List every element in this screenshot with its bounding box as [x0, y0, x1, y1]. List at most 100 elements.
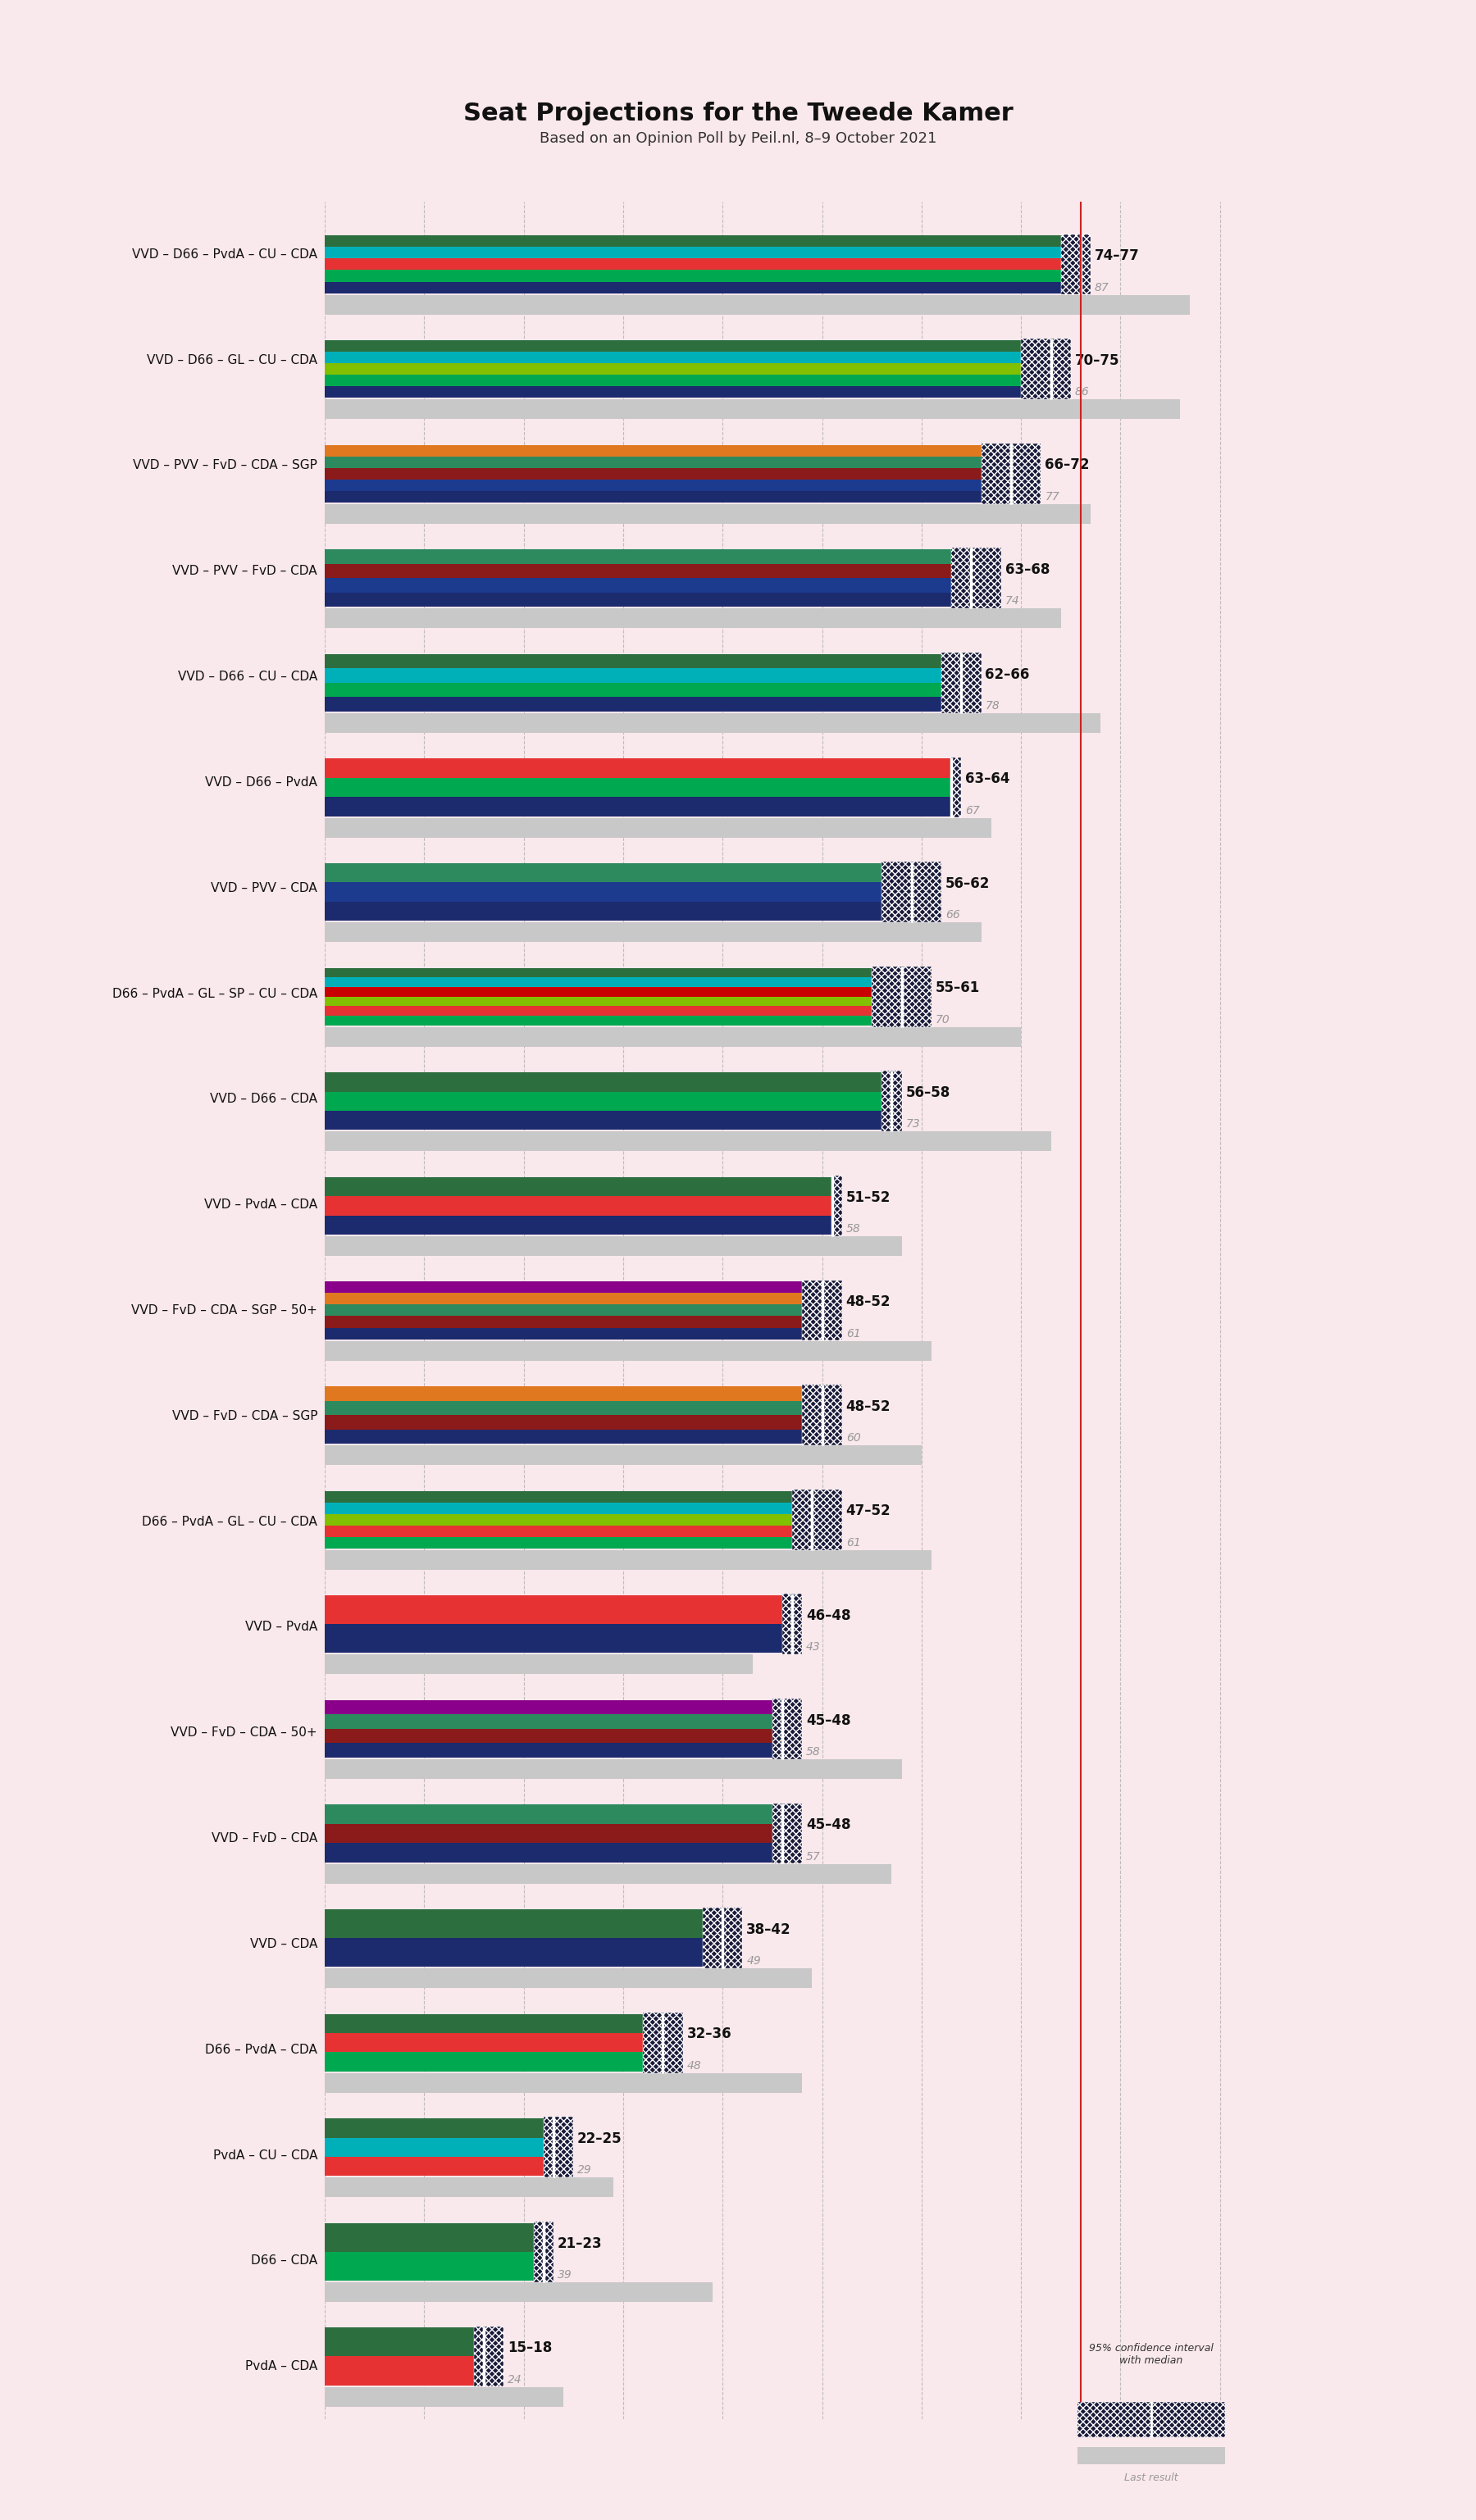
Bar — [325, 1283, 801, 1293]
Bar — [325, 234, 1061, 247]
Bar — [801, 1386, 841, 1444]
Bar — [325, 1016, 872, 1026]
Text: 21–23: 21–23 — [558, 2235, 602, 2250]
Text: D66 – PvdA – GL – SP – CU – CDA: D66 – PvdA – GL – SP – CU – CDA — [112, 988, 317, 1000]
Text: D66 – PvdA – GL – CU – CDA: D66 – PvdA – GL – CU – CDA — [142, 1515, 317, 1527]
Bar — [325, 1759, 902, 1779]
Bar — [1061, 234, 1091, 295]
Text: PvdA – CU – CDA: PvdA – CU – CDA — [213, 2150, 317, 2162]
Text: 38–42: 38–42 — [747, 1923, 791, 1938]
Bar — [325, 1595, 782, 1625]
Bar — [325, 270, 1061, 282]
Bar — [325, 2034, 644, 2051]
Text: VVD – CDA: VVD – CDA — [249, 1938, 317, 1950]
Text: 61: 61 — [846, 1537, 861, 1547]
Bar — [325, 968, 872, 978]
Bar — [325, 1492, 793, 1502]
Bar — [325, 295, 1190, 315]
Bar — [325, 713, 1101, 733]
Bar — [325, 353, 1021, 363]
Text: 66–72: 66–72 — [1045, 459, 1089, 474]
Bar — [872, 965, 931, 1026]
Text: 70: 70 — [936, 1013, 951, 1026]
Bar — [325, 1131, 1051, 1152]
Bar — [772, 1698, 801, 1759]
Bar — [325, 375, 1021, 386]
Text: VVD – D66 – CU – CDA: VVD – D66 – CU – CDA — [177, 670, 317, 683]
Bar — [325, 988, 872, 995]
Text: 62–66: 62–66 — [984, 668, 1030, 683]
Bar — [801, 1280, 841, 1341]
Bar — [325, 796, 952, 816]
Text: 15–18: 15–18 — [508, 2341, 552, 2356]
Text: VVD – PvdA: VVD – PvdA — [245, 1620, 317, 1633]
Bar — [325, 564, 952, 577]
Bar — [325, 1315, 801, 1328]
Bar — [325, 1824, 772, 1842]
Text: 77: 77 — [1045, 491, 1060, 501]
Bar — [782, 1595, 801, 1656]
Bar — [325, 902, 881, 920]
Bar — [325, 2051, 644, 2071]
Bar — [325, 2283, 713, 2301]
Bar — [772, 1698, 801, 1759]
Bar — [325, 1005, 872, 1016]
Text: 73: 73 — [906, 1119, 920, 1129]
Bar — [325, 1744, 772, 1756]
Text: 43: 43 — [806, 1641, 821, 1653]
Bar — [325, 340, 1021, 353]
Bar — [325, 2074, 801, 2092]
Bar — [952, 756, 961, 816]
Bar — [325, 1177, 832, 1197]
Bar — [325, 1446, 921, 1464]
Text: 24: 24 — [508, 2374, 523, 2386]
Bar — [534, 2223, 554, 2283]
Text: 39: 39 — [558, 2268, 573, 2281]
Bar — [952, 547, 1001, 607]
Bar — [325, 1091, 881, 1111]
Bar — [325, 479, 982, 491]
Text: 22–25: 22–25 — [577, 2132, 623, 2147]
Bar — [325, 1293, 801, 1305]
Bar — [325, 592, 952, 607]
Bar — [325, 504, 1091, 524]
Bar — [325, 363, 1021, 375]
Bar — [325, 247, 1061, 260]
Bar — [881, 1071, 902, 1131]
Text: 95% confidence interval
with median: 95% confidence interval with median — [1089, 2344, 1213, 2366]
Bar — [325, 655, 942, 668]
Text: 74–77: 74–77 — [1095, 249, 1139, 265]
Bar — [543, 2117, 573, 2177]
Bar — [325, 1328, 801, 1338]
Text: 47–52: 47–52 — [846, 1504, 890, 1520]
Bar — [942, 653, 982, 713]
Bar — [325, 864, 881, 882]
Bar — [325, 1656, 753, 1673]
Bar — [325, 577, 952, 592]
Bar — [325, 446, 982, 456]
Bar — [325, 260, 1061, 270]
Bar — [644, 2013, 683, 2074]
Bar — [325, 1074, 881, 1091]
Bar — [325, 1865, 892, 1882]
Text: VVD – D66 – CDA: VVD – D66 – CDA — [210, 1094, 317, 1106]
Bar — [325, 491, 982, 501]
Bar — [325, 2137, 543, 2157]
Bar — [325, 1938, 703, 1966]
Bar — [325, 683, 942, 698]
Bar — [952, 756, 961, 816]
Bar — [793, 1489, 841, 1550]
Text: 51–52: 51–52 — [846, 1189, 890, 1205]
Bar — [325, 1701, 772, 1714]
Text: 74: 74 — [1005, 595, 1020, 607]
Bar — [832, 1177, 841, 1235]
Bar — [325, 2177, 613, 2197]
Text: 32–36: 32–36 — [686, 2026, 732, 2041]
Bar — [801, 1280, 841, 1341]
Text: 70–75: 70–75 — [1075, 353, 1119, 368]
Bar — [325, 1842, 772, 1862]
Bar — [325, 978, 872, 988]
Text: VVD – PvdA – CDA: VVD – PvdA – CDA — [204, 1200, 317, 1212]
Bar — [325, 2223, 534, 2253]
Bar — [325, 1215, 832, 1235]
